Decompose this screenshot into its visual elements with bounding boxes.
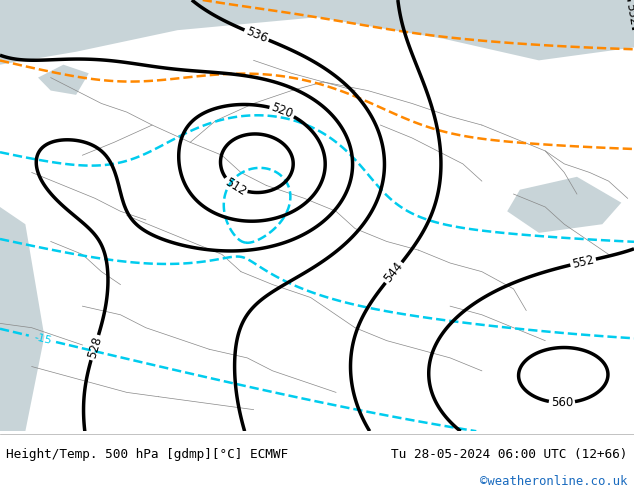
Text: -15: -15 bbox=[32, 332, 53, 346]
Text: 528: 528 bbox=[86, 335, 104, 360]
Polygon shape bbox=[0, 207, 44, 431]
Text: 552: 552 bbox=[623, 2, 634, 26]
Text: Tu 28-05-2024 06:00 UTC (12+66): Tu 28-05-2024 06:00 UTC (12+66) bbox=[391, 448, 628, 461]
Polygon shape bbox=[507, 177, 621, 233]
Text: 520: 520 bbox=[269, 101, 295, 121]
Text: 544: 544 bbox=[382, 260, 406, 285]
Text: ©weatheronline.co.uk: ©weatheronline.co.uk bbox=[480, 475, 628, 488]
Text: 560: 560 bbox=[551, 396, 573, 409]
Text: 512: 512 bbox=[223, 175, 249, 198]
Text: 536: 536 bbox=[244, 25, 269, 46]
Text: Height/Temp. 500 hPa [gdmp][°C] ECMWF: Height/Temp. 500 hPa [gdmp][°C] ECMWF bbox=[6, 448, 288, 461]
Polygon shape bbox=[38, 65, 89, 95]
Text: 552: 552 bbox=[571, 253, 595, 271]
Polygon shape bbox=[0, 0, 634, 65]
